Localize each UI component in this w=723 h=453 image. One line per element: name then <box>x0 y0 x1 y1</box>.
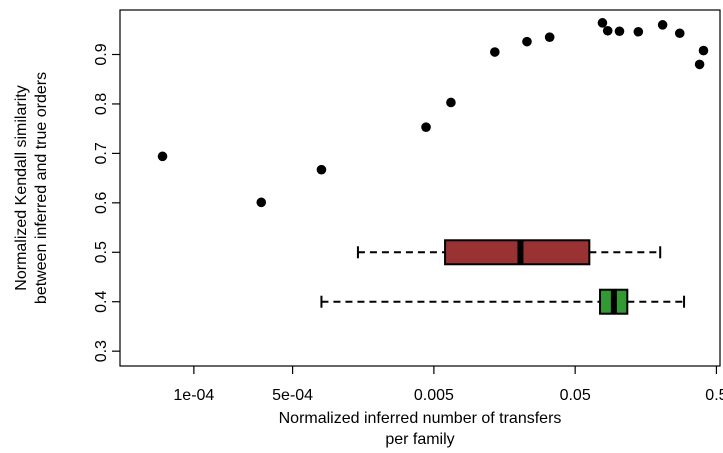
y-axis-label-line-2: between inferred and true orders <box>33 72 50 304</box>
data-point <box>256 197 267 208</box>
plot-frame <box>119 9 721 367</box>
data-points <box>157 18 709 208</box>
data-point <box>633 26 644 37</box>
boxplots <box>320 239 686 315</box>
data-point <box>674 28 685 39</box>
boxplot <box>356 239 662 266</box>
data-point <box>602 25 613 36</box>
boxplot <box>320 288 686 315</box>
data-point <box>597 18 608 28</box>
data-point <box>316 164 327 175</box>
y-axis-label-line-1: Normalized Kendall similarity <box>13 85 30 290</box>
data-point <box>157 151 168 162</box>
y-tick-label: 0.3 <box>93 340 110 362</box>
y-tick-label: 0.7 <box>93 142 110 164</box>
data-point <box>698 45 709 56</box>
data-point <box>544 32 555 42</box>
y-tick-label: 0.9 <box>93 43 110 65</box>
x-axis-label-line-1: Normalized inferred number of transfers <box>279 410 562 427</box>
y-axis: 0.3 0.4 0.5 0.6 0.7 0.8 0.9 <box>93 43 120 362</box>
y-tick-label: 0.5 <box>93 241 110 263</box>
data-point <box>421 122 431 132</box>
data-point <box>522 36 532 47</box>
boxplot-box <box>444 239 591 266</box>
data-point <box>657 20 668 30</box>
y-tick-label: 0.4 <box>93 291 110 313</box>
x-tick-label: 0.005 <box>414 387 454 404</box>
data-point <box>614 26 625 37</box>
y-tick-label: 0.8 <box>93 93 110 115</box>
data-point <box>490 47 500 57</box>
x-axis: 1e-04 5e-04 0.005 0.05 0.5 <box>173 366 723 404</box>
x-tick-label: 0.05 <box>560 387 591 404</box>
x-tick-label: 5e-04 <box>272 387 313 404</box>
x-tick-label: 1e-04 <box>173 387 214 404</box>
x-tick-label: 0.5 <box>705 387 723 404</box>
y-tick-label: 0.6 <box>93 192 110 214</box>
x-axis-label-line-2: per family <box>385 431 454 448</box>
data-point <box>694 59 705 70</box>
data-point <box>446 97 456 108</box>
